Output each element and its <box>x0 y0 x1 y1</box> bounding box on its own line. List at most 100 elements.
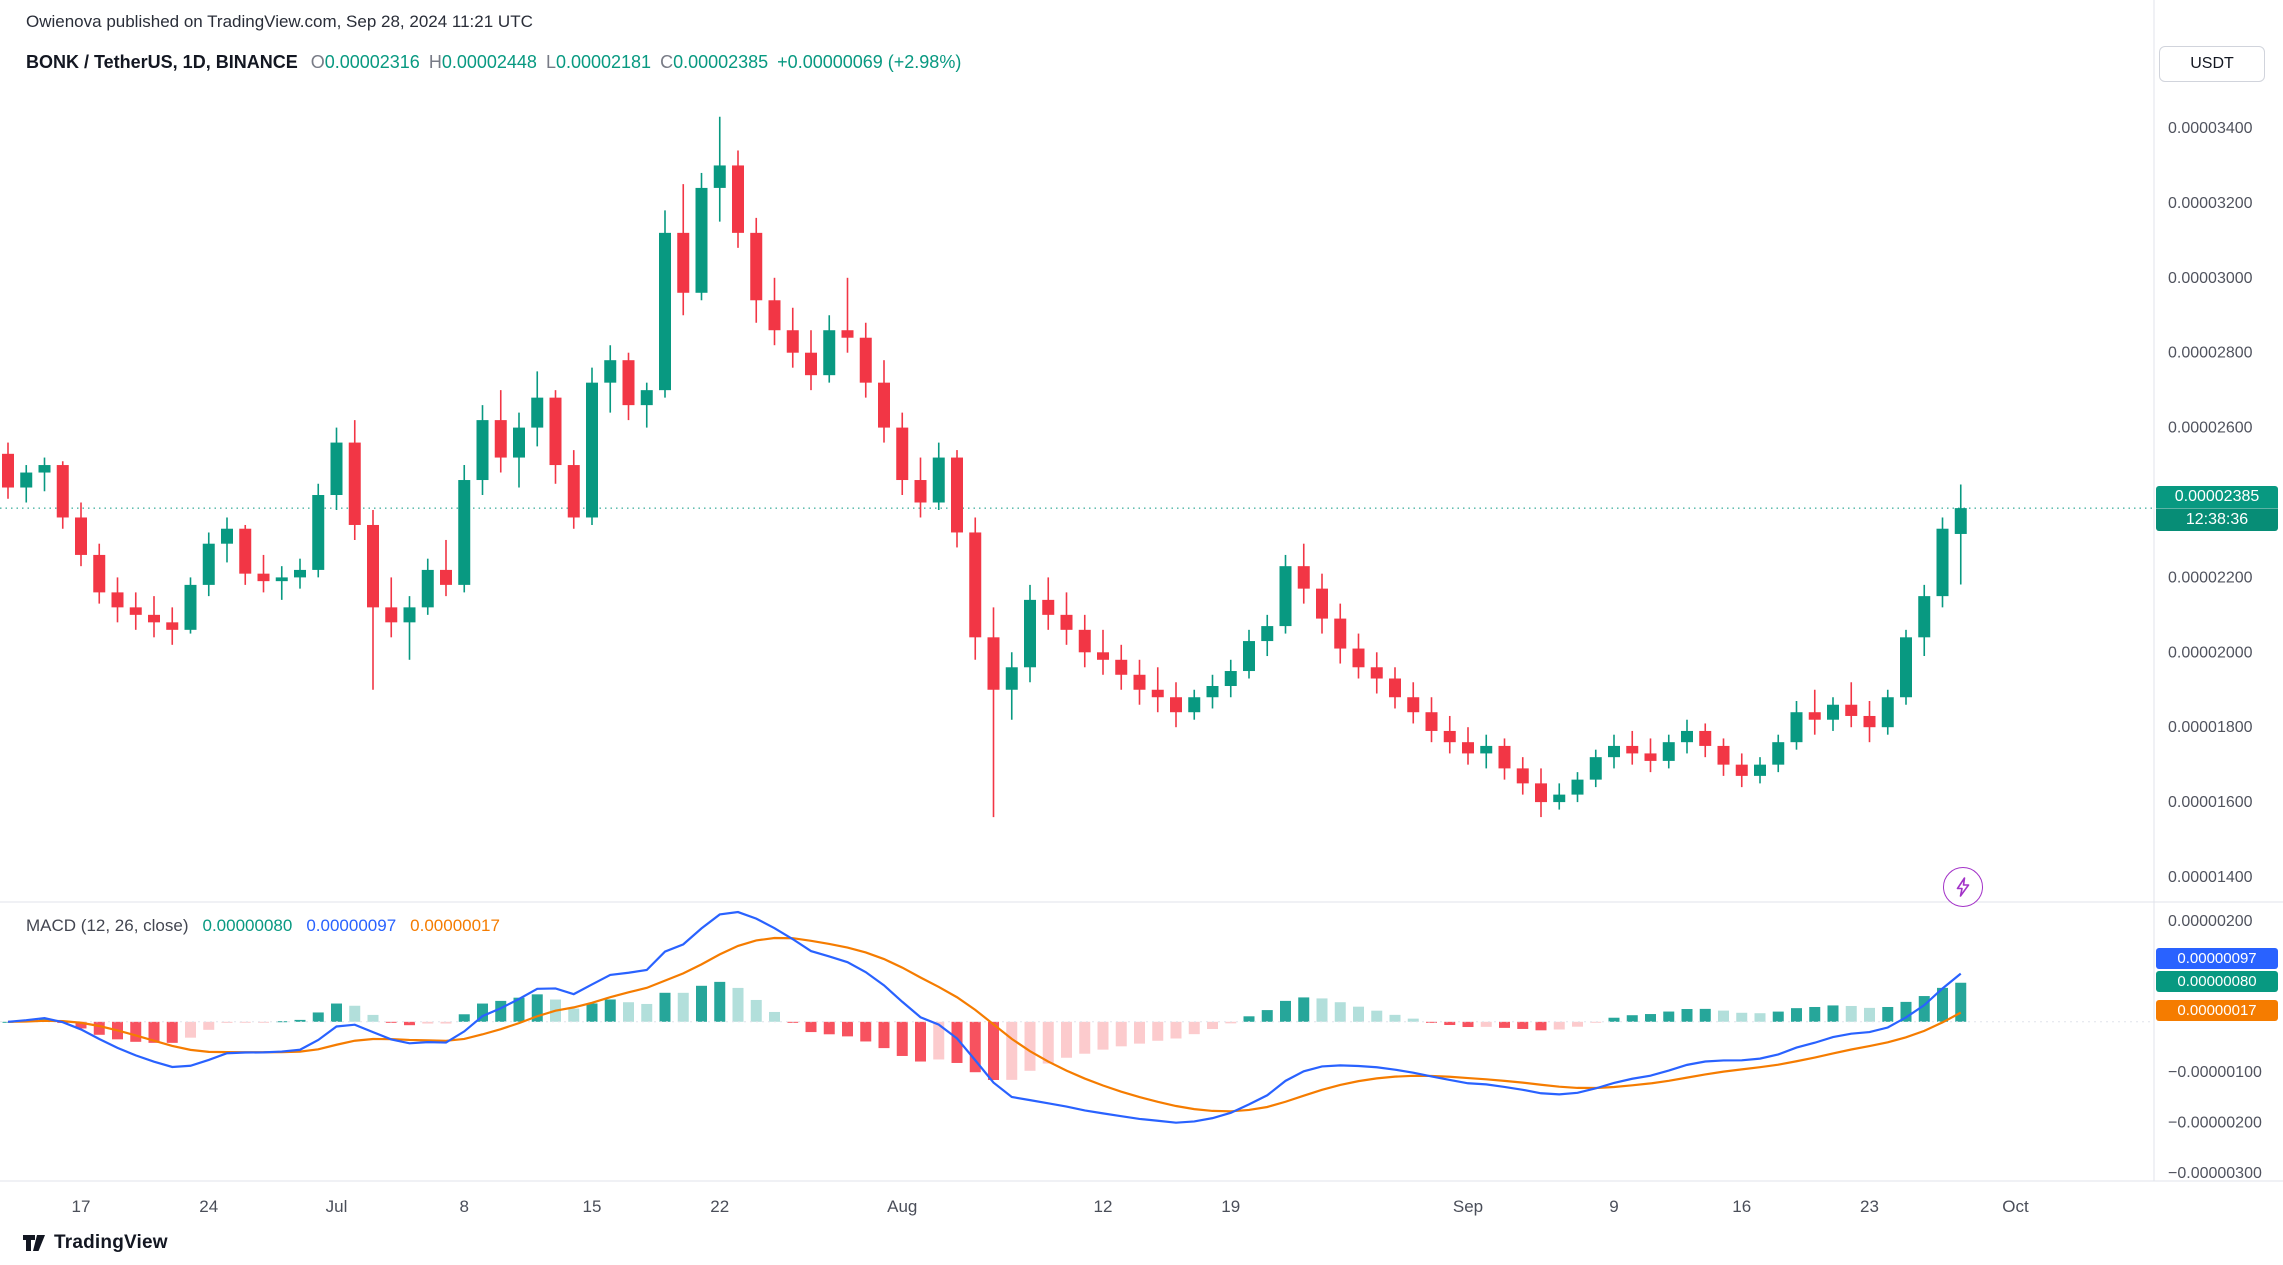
candle <box>166 622 179 630</box>
candle <box>1608 745 1620 758</box>
macd-hist-tag: 0.00000080 <box>2156 971 2278 992</box>
candle <box>38 465 51 473</box>
candle <box>494 420 507 458</box>
candle <box>1589 757 1602 780</box>
candle <box>458 480 471 585</box>
svg-text:−0.00000300: −0.00000300 <box>2168 1165 2262 1182</box>
candle <box>1881 697 1894 728</box>
svg-text:0.00001600: 0.00001600 <box>2168 794 2253 811</box>
candle <box>1644 753 1657 761</box>
candle <box>348 442 361 525</box>
svg-text:0.00001400: 0.00001400 <box>2168 869 2253 886</box>
candle <box>1936 528 1949 597</box>
candle <box>1443 730 1456 743</box>
tradingview-logo[interactable]: TradingView <box>22 1232 168 1254</box>
svg-text:0.00002600: 0.00002600 <box>2168 420 2253 437</box>
candle <box>1042 599 1055 615</box>
macd-line-tag: 0.00000097 <box>2156 948 2278 969</box>
low-label: L <box>545 52 556 72</box>
candle <box>111 592 124 608</box>
candle <box>567 465 580 518</box>
candle <box>1243 641 1255 672</box>
lightning-button[interactable] <box>1943 867 1983 907</box>
svg-text:19: 19 <box>1221 1197 1240 1216</box>
svg-text:0.00003000: 0.00003000 <box>2168 270 2253 287</box>
candle <box>1863 715 1876 728</box>
svg-text:0.00003200: 0.00003200 <box>2168 195 2253 212</box>
candle <box>1297 566 1310 589</box>
candle <box>1735 764 1748 776</box>
candle <box>257 573 270 582</box>
candle <box>1571 779 1584 795</box>
symbol-legend[interactable]: BONK / TetherUS, 1D, BINANCE O0.00002316… <box>26 52 961 73</box>
candle <box>1407 697 1420 713</box>
macd-legend[interactable]: MACD (12, 26, close) 0.00000080 0.000000… <box>26 916 500 936</box>
macd-axis-labels: 0.00000200 −0.00000100 −0.00000200 −0.00000… <box>2168 913 2262 1182</box>
candle <box>1188 697 1201 713</box>
candle <box>1370 667 1383 679</box>
macd-line-value: 0.00000097 <box>306 916 397 935</box>
lightning-icon <box>1956 877 1970 897</box>
candle <box>1097 652 1109 660</box>
signal-line <box>7 936 1962 1113</box>
svg-text:Sep: Sep <box>1453 1197 1483 1216</box>
macd-hist-value: 0.00000080 <box>202 916 293 935</box>
candle <box>93 554 106 593</box>
tradingview-logo-icon <box>23 1235 45 1251</box>
candle <box>987 637 1000 690</box>
candle <box>531 397 544 428</box>
candle <box>1334 618 1347 649</box>
candle <box>695 187 708 293</box>
candle <box>20 472 33 488</box>
last-price-tag: 0.00002385 12:38:36 <box>2156 486 2278 531</box>
candle <box>640 390 653 406</box>
high-value: 0.00002448 <box>441 52 537 72</box>
candle <box>549 397 562 466</box>
candle <box>1024 599 1036 668</box>
candle <box>586 382 598 518</box>
price-axis-labels: 0.00003400 0.00003200 0.00003000 0.00002800… <box>2168 120 2253 886</box>
candle <box>1845 704 1858 716</box>
candle <box>1790 712 1803 743</box>
candle <box>1170 697 1182 713</box>
svg-text:0.00000200: 0.00000200 <box>2168 913 2253 930</box>
candle <box>1498 745 1511 769</box>
candle <box>932 457 945 503</box>
candle <box>513 427 525 458</box>
svg-text:12: 12 <box>1094 1197 1113 1216</box>
open-label: O <box>310 52 325 72</box>
candle <box>275 577 288 582</box>
candle <box>1078 629 1091 653</box>
candle <box>677 232 690 293</box>
time-axis[interactable] <box>0 1181 2154 1241</box>
candle <box>1699 730 1712 746</box>
svg-text:0.00002200: 0.00002200 <box>2168 569 2253 586</box>
candle <box>859 337 872 383</box>
candle <box>805 352 817 376</box>
macd-title: MACD (12, 26, close) <box>26 916 189 935</box>
candle <box>878 382 890 428</box>
candle <box>713 165 726 188</box>
svg-text:24: 24 <box>199 1197 218 1216</box>
candle <box>1772 742 1785 765</box>
svg-text:8: 8 <box>460 1197 469 1216</box>
candle <box>385 607 398 623</box>
macd-histogram <box>2 981 1967 1080</box>
candle <box>732 165 744 233</box>
candle <box>1626 745 1639 754</box>
currency-toggle-button[interactable]: USDT <box>2159 46 2265 82</box>
candle <box>1060 614 1073 630</box>
candle <box>1954 508 1967 534</box>
candle <box>1425 712 1438 731</box>
candle <box>1151 689 1164 698</box>
candle <box>1462 742 1474 754</box>
candle <box>1206 686 1219 698</box>
svg-text:0.00002800: 0.00002800 <box>2168 345 2253 362</box>
candle <box>1827 704 1839 720</box>
candle <box>1808 712 1821 720</box>
candle <box>1516 768 1529 784</box>
candle <box>1754 764 1766 776</box>
candle <box>221 528 233 544</box>
symbol-title[interactable]: BONK / TetherUS, 1D, BINANCE <box>26 52 298 72</box>
